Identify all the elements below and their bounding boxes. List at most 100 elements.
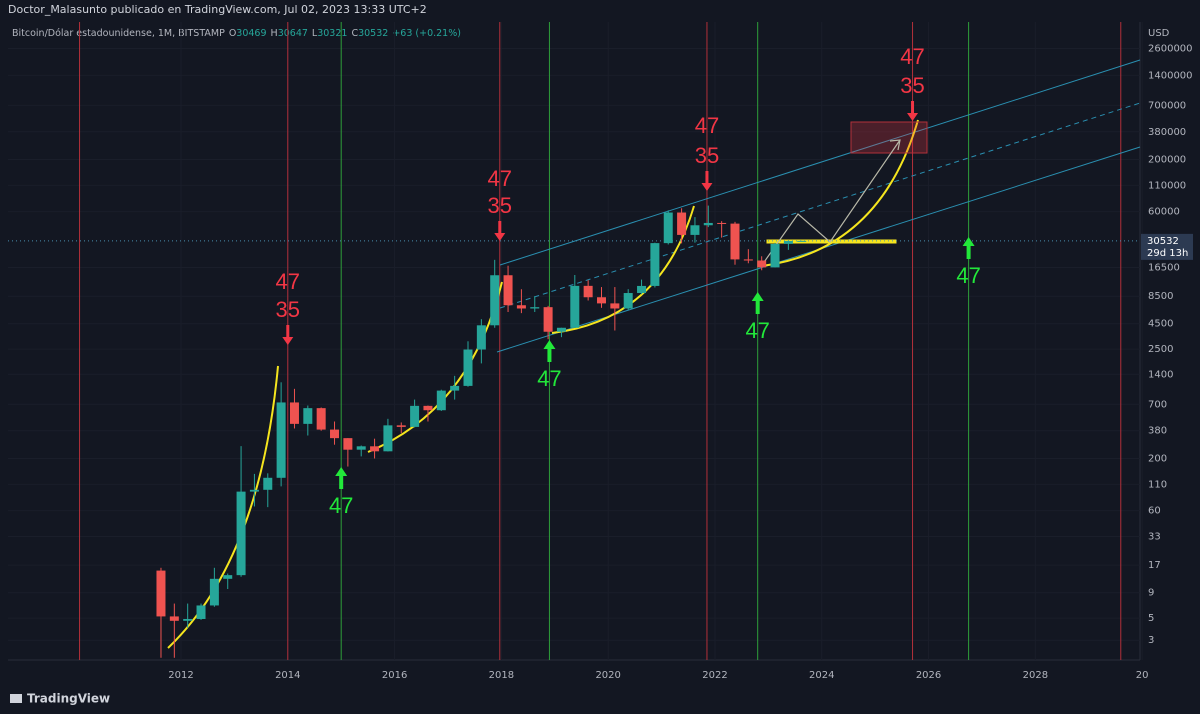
price-unit: USD	[1148, 28, 1170, 39]
y-tick-label: 16500	[1148, 263, 1180, 274]
ohlc-key: C	[351, 28, 358, 39]
logo-mark	[10, 694, 22, 703]
candle-body	[717, 222, 727, 224]
y-tick-label: 60	[1148, 506, 1161, 517]
y-tick-label: 9	[1148, 588, 1154, 599]
up-arrow	[335, 467, 348, 489]
x-tick-label: 20	[1136, 670, 1149, 681]
y-tick-label: 60000	[1148, 207, 1180, 218]
ohlc-value: 30321	[317, 28, 347, 39]
y-tick-label: 3	[1148, 635, 1154, 646]
cycle-label: 47	[695, 113, 719, 138]
candle-body	[263, 477, 273, 490]
cycle-label: 35	[695, 143, 719, 168]
candle-body	[677, 212, 687, 235]
cycle-label: 47	[956, 263, 980, 288]
channel-middle	[499, 102, 1141, 309]
symbol: Bitcoin/Dólar estadounidense, 1M, BITSTA…	[12, 28, 225, 39]
candle-body	[356, 446, 366, 450]
price-tag	[1141, 233, 1193, 260]
x-tick-label: 2026	[916, 670, 941, 681]
candle-body	[730, 223, 740, 260]
candle-body	[703, 222, 713, 226]
curve	[761, 119, 919, 267]
x-tick-label: 2028	[1023, 670, 1048, 681]
candle-body	[316, 408, 326, 430]
publisher: Doctor_Malasunto publicado en TradingVie…	[8, 3, 427, 16]
channel-upper	[499, 59, 1141, 266]
down-arrow	[494, 221, 506, 241]
candle-body	[757, 260, 767, 268]
candle-body	[543, 307, 553, 332]
candle-body	[383, 425, 393, 452]
y-tick-label: 2600000	[1148, 44, 1193, 55]
x-tick-label: 2024	[809, 670, 834, 681]
candle-body	[276, 402, 286, 478]
y-tick-label: 8500	[1148, 291, 1173, 302]
x-tick-label: 2014	[275, 670, 300, 681]
ohlc-value: 30647	[278, 28, 308, 39]
y-tick-label: 33	[1148, 531, 1161, 542]
change: +63 (+0.21%)	[392, 28, 461, 39]
candle-body	[556, 327, 566, 332]
candle-body	[223, 575, 233, 579]
candle-body	[396, 425, 406, 427]
cycle-label: 47	[488, 166, 512, 191]
candle-body	[690, 225, 700, 235]
candle-body	[637, 285, 647, 294]
y-tick-label: 110000	[1148, 180, 1186, 191]
y-tick-label: 4500	[1148, 319, 1173, 330]
candle-body	[249, 489, 259, 492]
projection-arrow	[889, 139, 901, 151]
cycle-label: 35	[276, 297, 300, 322]
down-arrow	[282, 325, 294, 345]
price-tag-value: 30532	[1147, 236, 1179, 247]
x-tick-label: 2016	[382, 670, 407, 681]
up-arrow	[543, 340, 556, 362]
y-tick-label: 700000	[1148, 100, 1186, 111]
candle-body	[196, 605, 206, 620]
candle-body	[490, 275, 500, 326]
cycle-label: 47	[537, 366, 561, 391]
x-tick-label: 2012	[168, 670, 193, 681]
y-tick-label: 1400000	[1148, 70, 1193, 81]
y-tick-label: 380	[1148, 426, 1167, 437]
candle-body	[156, 570, 166, 617]
candle-body	[209, 578, 219, 606]
candle-body	[289, 402, 299, 424]
ohlc-key: O	[229, 28, 236, 39]
cycle-label: 47	[276, 269, 300, 294]
target-box	[850, 121, 928, 154]
candle-body	[663, 212, 673, 244]
y-tick-label: 17	[1148, 560, 1161, 571]
y-tick-label: 200000	[1148, 155, 1186, 166]
down-arrow	[907, 101, 919, 121]
candle-body	[530, 307, 540, 309]
ohlc-value: 30469	[236, 28, 266, 39]
candle-body	[169, 616, 179, 621]
candle-body	[743, 259, 753, 261]
cycle-label: 47	[745, 318, 769, 343]
candle-body	[236, 491, 246, 576]
candle-body	[436, 390, 446, 411]
y-tick-label: 200	[1148, 453, 1167, 464]
cycle-label: 35	[900, 73, 924, 98]
up-arrow	[962, 237, 975, 259]
y-tick-label: 110	[1148, 479, 1167, 490]
candle-body	[623, 293, 633, 309]
candle-body	[370, 446, 380, 452]
candle-body	[463, 349, 473, 386]
candle-body	[797, 240, 807, 242]
candle-body	[476, 325, 486, 350]
candle-body	[783, 240, 793, 244]
y-tick-label: 2500	[1148, 344, 1173, 355]
candle-body	[583, 285, 593, 298]
x-tick-label: 2020	[595, 670, 620, 681]
candle-body	[650, 243, 660, 286]
tv-logo	[10, 694, 22, 703]
candle-body	[183, 619, 193, 621]
projection	[761, 139, 901, 266]
y-tick-label: 1400	[1148, 369, 1173, 380]
candle-body	[450, 385, 460, 391]
